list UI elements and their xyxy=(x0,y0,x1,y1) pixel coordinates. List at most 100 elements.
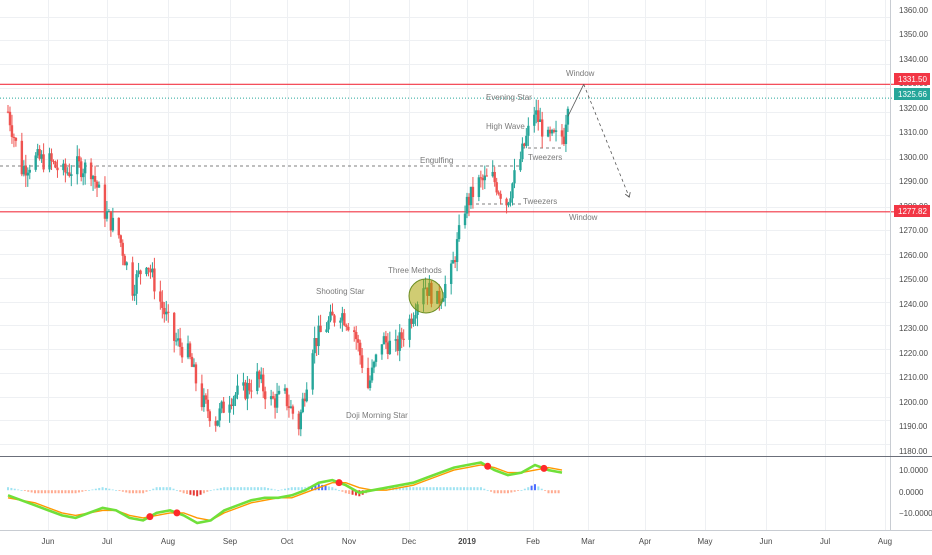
time-tick-label: May xyxy=(697,537,712,546)
macd-histogram-bar xyxy=(354,490,357,496)
candle-body xyxy=(12,136,16,138)
macd-histogram-bar xyxy=(344,490,347,494)
candle-body xyxy=(66,172,69,174)
projection-arrow xyxy=(567,84,631,198)
annotation-engulfing: Engulfing xyxy=(420,156,453,165)
candle-body xyxy=(356,339,360,343)
candle-body xyxy=(333,315,336,323)
candle-body xyxy=(402,338,405,340)
macd-histogram-bar xyxy=(118,490,121,492)
candle-body xyxy=(52,160,55,162)
candle-body xyxy=(465,196,469,214)
macd-histogram-bar xyxy=(142,490,145,494)
candle-body xyxy=(396,339,399,351)
candle-body xyxy=(62,163,65,171)
candle-body xyxy=(372,361,376,368)
macd-histogram-bar xyxy=(54,490,57,494)
candle-body xyxy=(477,177,481,198)
macd-histogram-bar xyxy=(520,490,523,492)
candle-body xyxy=(105,211,109,219)
candle-body xyxy=(273,398,277,408)
macd-histogram-bar xyxy=(506,490,509,494)
candle-body xyxy=(109,211,113,231)
candle-body xyxy=(305,389,308,402)
macd-cross-marker xyxy=(173,509,181,517)
candle-body xyxy=(6,111,10,113)
candle-body xyxy=(291,406,295,414)
macd-histogram-bar xyxy=(466,487,469,491)
annotation-shooting-star: Shooting Star xyxy=(316,287,365,296)
candle-body xyxy=(540,119,544,137)
candle-body xyxy=(188,343,192,357)
candle-body xyxy=(80,161,83,178)
candle-body xyxy=(546,129,550,137)
candle-body xyxy=(123,255,126,266)
macd-histogram-bar xyxy=(192,490,195,496)
macd-histogram-bar xyxy=(459,487,462,491)
macd-histogram-bar xyxy=(206,490,209,492)
price-tick-label: 1250.00 xyxy=(899,275,928,284)
macd-histogram-bar xyxy=(294,487,297,491)
candle-body xyxy=(131,262,134,296)
candle-body xyxy=(50,153,53,161)
macd-histogram-bar xyxy=(304,487,307,491)
annotation-tweezers-top: Tweezers xyxy=(528,153,562,162)
candle-body xyxy=(206,399,210,412)
price-tick-label: 1300.00 xyxy=(899,153,928,162)
macd-axis: 10.0000 0.0000 −10.0000 xyxy=(899,466,932,518)
macd-tick-label: −10.0000 xyxy=(899,509,932,518)
candle-body xyxy=(234,394,237,399)
macd-histogram-bar xyxy=(351,490,354,495)
candle-body xyxy=(220,401,223,409)
price-tag-1277 xyxy=(894,205,930,217)
macd-histogram-bar xyxy=(513,490,516,492)
candle-body xyxy=(20,140,24,175)
candle-body xyxy=(539,119,542,122)
macd-histogram-bar xyxy=(321,484,324,491)
macd-histogram-bar xyxy=(162,487,165,491)
candle-body xyxy=(151,268,154,273)
candle-body xyxy=(535,110,538,115)
macd-histogram-bar xyxy=(517,490,520,492)
candle-body xyxy=(511,183,514,199)
macd-histogram-bar xyxy=(199,490,202,495)
macd-histogram-bar xyxy=(554,490,557,494)
macd-histogram-bar xyxy=(405,487,408,491)
macd-histogram-bar xyxy=(284,488,286,491)
candle-body xyxy=(469,186,473,206)
candle-body xyxy=(479,177,483,179)
macd-histogram-bar xyxy=(452,487,455,491)
candle-body xyxy=(311,353,314,390)
macd-histogram-bar xyxy=(324,485,327,491)
candle-body xyxy=(200,383,204,408)
candle-body xyxy=(228,404,231,413)
candle-body xyxy=(40,154,43,159)
macd-histogram-bar xyxy=(550,490,553,494)
macd-histogram-bar xyxy=(196,490,199,497)
macd-histogram-bar xyxy=(510,490,513,493)
candle-body xyxy=(562,136,566,145)
macd-histogram-bar xyxy=(179,490,182,492)
candle-body xyxy=(499,193,502,199)
macd-histogram-bar xyxy=(429,487,432,491)
candle-body xyxy=(70,174,73,176)
candle-body xyxy=(523,143,526,146)
candle-body xyxy=(513,170,516,184)
macd-histogram-bar xyxy=(419,487,422,491)
macd-histogram-bar xyxy=(47,490,50,494)
macd-histogram-bar xyxy=(121,490,124,492)
candle-body xyxy=(232,398,235,407)
candle-body xyxy=(299,412,303,430)
macd-panel xyxy=(7,461,563,525)
macd-histogram-bar xyxy=(338,490,341,492)
candle-body xyxy=(329,311,332,321)
candle-body xyxy=(455,239,459,263)
macd-histogram-bar xyxy=(270,488,273,491)
macd-histogram-bar xyxy=(253,487,256,491)
candle-body xyxy=(471,186,475,198)
macd-histogram-bar xyxy=(273,489,276,491)
macd-histogram-bar xyxy=(439,487,442,491)
macd-histogram-bar xyxy=(159,487,162,491)
candle-body xyxy=(370,367,374,381)
candle-body xyxy=(537,110,540,122)
